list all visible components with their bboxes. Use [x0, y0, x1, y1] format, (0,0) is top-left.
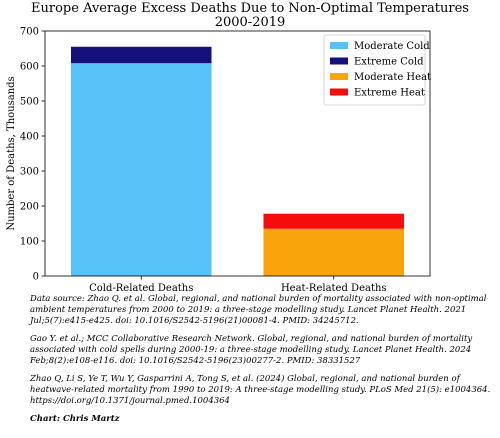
source-note-2: Gao Y. et al.; MCC Collaborative Researc… — [30, 334, 473, 366]
legend-label: Moderate Cold — [354, 41, 430, 52]
source-notes: Data source: Zhao Q. et al. Global, regi… — [30, 294, 496, 425]
legend-label: Moderate Heat — [354, 72, 431, 83]
y-tick-label: 700 — [20, 27, 39, 38]
source-note-3: Zhao Q, Li S, Ye T, Wu Y, Gasparrini A, … — [30, 374, 491, 406]
legend-label: Extreme Heat — [354, 88, 425, 99]
y-tick-label: 0 — [33, 272, 39, 283]
y-tick-label: 600 — [20, 62, 39, 73]
x-tick-label: Heat-Related Deaths — [281, 283, 387, 294]
source-note-1: Data source: Zhao Q. et al. Global, regi… — [30, 294, 487, 326]
chart-title: Europe Average Excess Deaths Due to Non-… — [31, 1, 469, 16]
bar-moderate-cold — [70, 63, 212, 277]
legend-swatch — [330, 88, 348, 96]
x-tick-label: Cold-Related Deaths — [89, 283, 193, 294]
bar-extreme-heat — [263, 213, 405, 229]
y-tick-label: 300 — [20, 167, 39, 178]
y-tick-label: 200 — [20, 202, 39, 213]
chart-subtitle: 2000-2019 — [214, 15, 286, 30]
legend-label: Extreme Cold — [354, 57, 424, 68]
y-tick-label: 500 — [20, 97, 39, 108]
chart-credit: Chart: Chris Martz — [30, 414, 120, 424]
plot-frame — [44, 30, 431, 277]
legend-box — [323, 34, 426, 106]
bar-moderate-heat — [263, 228, 405, 276]
y-tick-label: 100 — [20, 237, 39, 248]
bar-chart: Cold-Related Deaths Heat-Related Deaths 0 1… — [6, 27, 431, 295]
legend-swatch — [330, 57, 348, 65]
y-tick-label: 400 — [20, 132, 39, 143]
legend-swatch — [330, 42, 348, 49]
legend-swatch — [330, 73, 348, 80]
bar-extreme-cold — [70, 46, 212, 64]
y-axis-label: Number of Deaths, Thousands — [6, 76, 17, 230]
